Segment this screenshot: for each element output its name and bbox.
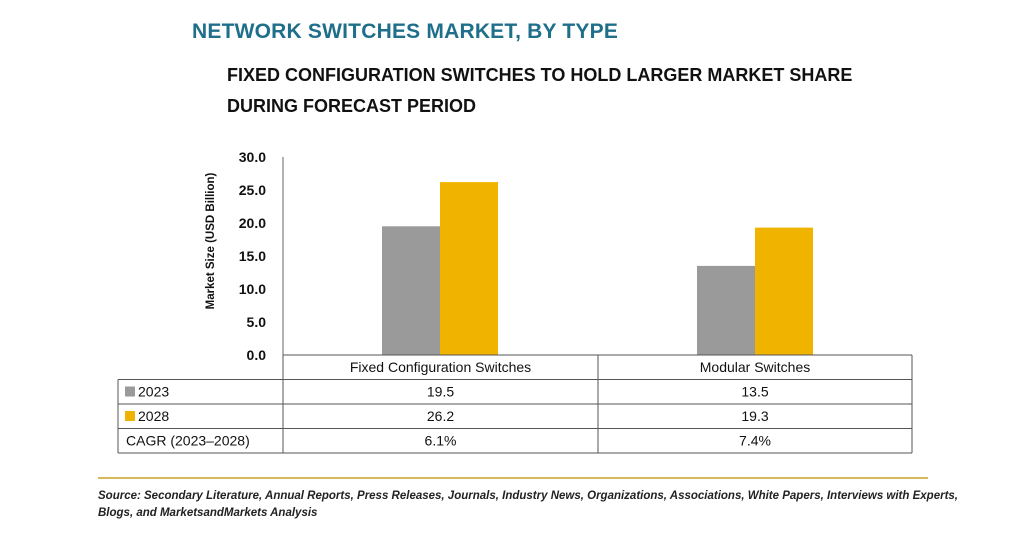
y-tick-label: 20.0 [239,215,266,231]
bar-2028-modular [755,227,813,355]
table-value: 19.3 [741,408,768,424]
bar-2023-fixed [382,226,440,355]
chart-title: NETWORK SWITCHES MARKET, BY TYPE [192,20,619,43]
x-category-label: Modular Switches [700,359,811,375]
y-tick-label: 10.0 [239,281,266,297]
y-tick-label: 30.0 [239,149,266,165]
table-value: 26.2 [427,408,454,424]
legend-label: 2028 [138,408,169,424]
table-value: 19.5 [427,384,454,400]
y-tick-label: 5.0 [247,314,267,330]
y-tick-label: 15.0 [239,248,266,264]
cagr-value: 6.1% [425,433,457,449]
bar-chart: 0.0 5.0 10.0 15.0 20.0 25.0 30.0 Market Size (U… [98,149,928,479]
y-axis-label: Market Size (USD Billion) [205,172,217,309]
legend-swatch-2028 [125,411,135,421]
legend-label: 2023 [138,384,169,400]
bar-2028-fixed [440,182,498,355]
x-category-label: Fixed Configuration Switches [350,359,531,375]
source-note: Source: Secondary Literature, Annual Rep… [98,490,958,519]
cagr-label: CAGR (2023–2028) [126,433,250,449]
cagr-value: 7.4% [739,433,771,449]
legend-swatch-2023 [125,386,135,397]
chart-subtitle: FIXED CONFIGURATION SWITCHES TO HOLD LAR… [227,65,853,116]
bar-2023-modular [697,265,755,355]
table-value: 13.5 [741,384,768,400]
y-tick-label: 25.0 [239,182,266,198]
y-tick-label: 0.0 [247,347,267,363]
